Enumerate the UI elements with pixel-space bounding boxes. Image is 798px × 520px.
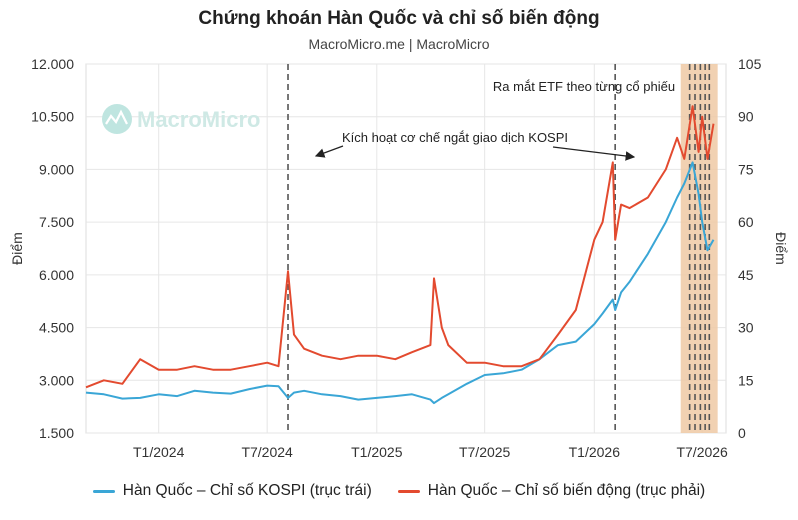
annotation-arrow-right	[552, 146, 636, 161]
annotation-etf-launch: Ra mắt ETF theo từng cổ phiếu	[493, 79, 675, 94]
y-tick-left: 10.500	[31, 109, 74, 125]
y-tick-left: 4.500	[39, 320, 74, 336]
annotation-circuit-breaker: Kích hoạt cơ chế ngắt giao dịch KOSPI	[342, 130, 568, 145]
y-tick-right: 0	[738, 425, 746, 441]
legend-label-kospi: Hàn Quốc – Chỉ số KOSPI (trục trái)	[122, 482, 372, 499]
y-tick-right: 45	[738, 267, 754, 283]
legend-swatch-volatility	[397, 489, 420, 493]
y-tick-left: 7.500	[39, 214, 74, 230]
y-tick-right: 75	[738, 161, 754, 177]
watermark-text: MacroMicro	[137, 107, 260, 132]
y-tick-left: 9.000	[39, 161, 74, 177]
chart-canvas: MacroMicro 1.500 0 3.000 15 4.500 30 6.000 45 7.…	[9, 56, 789, 460]
x-tick-label: T1/2025	[351, 444, 403, 460]
x-tick-label: T1/2026	[569, 444, 621, 460]
kospi-line	[85, 161, 715, 405]
chart-subtitle: MacroMicro.me | MacroMicro	[308, 36, 490, 52]
grid-layer	[85, 63, 727, 434]
y-tick-left: 3.000	[39, 372, 74, 388]
annotation-layer: Kích hoạt cơ chế ngắt giao dịch KOSPI Ra…	[314, 79, 675, 161]
event-band	[680, 64, 718, 433]
chart-legend: Hàn Quốc – Chỉ số KOSPI (trục trái) Hàn …	[0, 482, 798, 500]
watermark-logo-mark	[105, 109, 128, 125]
y-tick-right: 15	[738, 372, 754, 388]
x-tick-label: T7/2025	[459, 444, 511, 460]
y-tick-right: 90	[738, 109, 754, 125]
y-axis-label-right: Điểm	[773, 232, 789, 265]
event-band-layer	[680, 64, 718, 433]
chart-title: Chứng khoán Hàn Quốc và chỉ số biến động	[198, 8, 600, 29]
series-layer	[85, 105, 715, 405]
y-tick-right: 60	[738, 214, 754, 230]
y-tick-right: 30	[738, 320, 754, 336]
x-tick-label: T7/2024	[241, 444, 293, 460]
annotation-arrow-left	[314, 145, 344, 158]
legend-label-volatility: Hàn Quốc – Chỉ số biến động (trục phải)	[427, 482, 706, 499]
volatility-line	[85, 105, 715, 389]
watermark: MacroMicro	[102, 104, 260, 134]
plot-area	[85, 63, 727, 434]
legend-item-volatility: Hàn Quốc – Chỉ số biến động (trục phải)	[397, 482, 706, 500]
y-axis-label-left: Điểm	[9, 232, 25, 265]
axis-layer: 1.500 0 3.000 15 4.500 30 6.000 45 7.500 60 9.000 7…	[9, 56, 789, 460]
legend-swatch-kospi	[92, 489, 115, 493]
y-tick-left: 12.000	[31, 56, 74, 72]
y-tick-left: 1.500	[39, 425, 74, 441]
x-tick-label: T1/2024	[133, 444, 185, 460]
x-tick-label: T7/2026	[676, 444, 728, 460]
legend-item-kospi: Hàn Quốc – Chỉ số KOSPI (trục trái)	[92, 482, 372, 500]
y-tick-left: 6.000	[39, 267, 74, 283]
y-tick-right: 105	[738, 56, 762, 72]
